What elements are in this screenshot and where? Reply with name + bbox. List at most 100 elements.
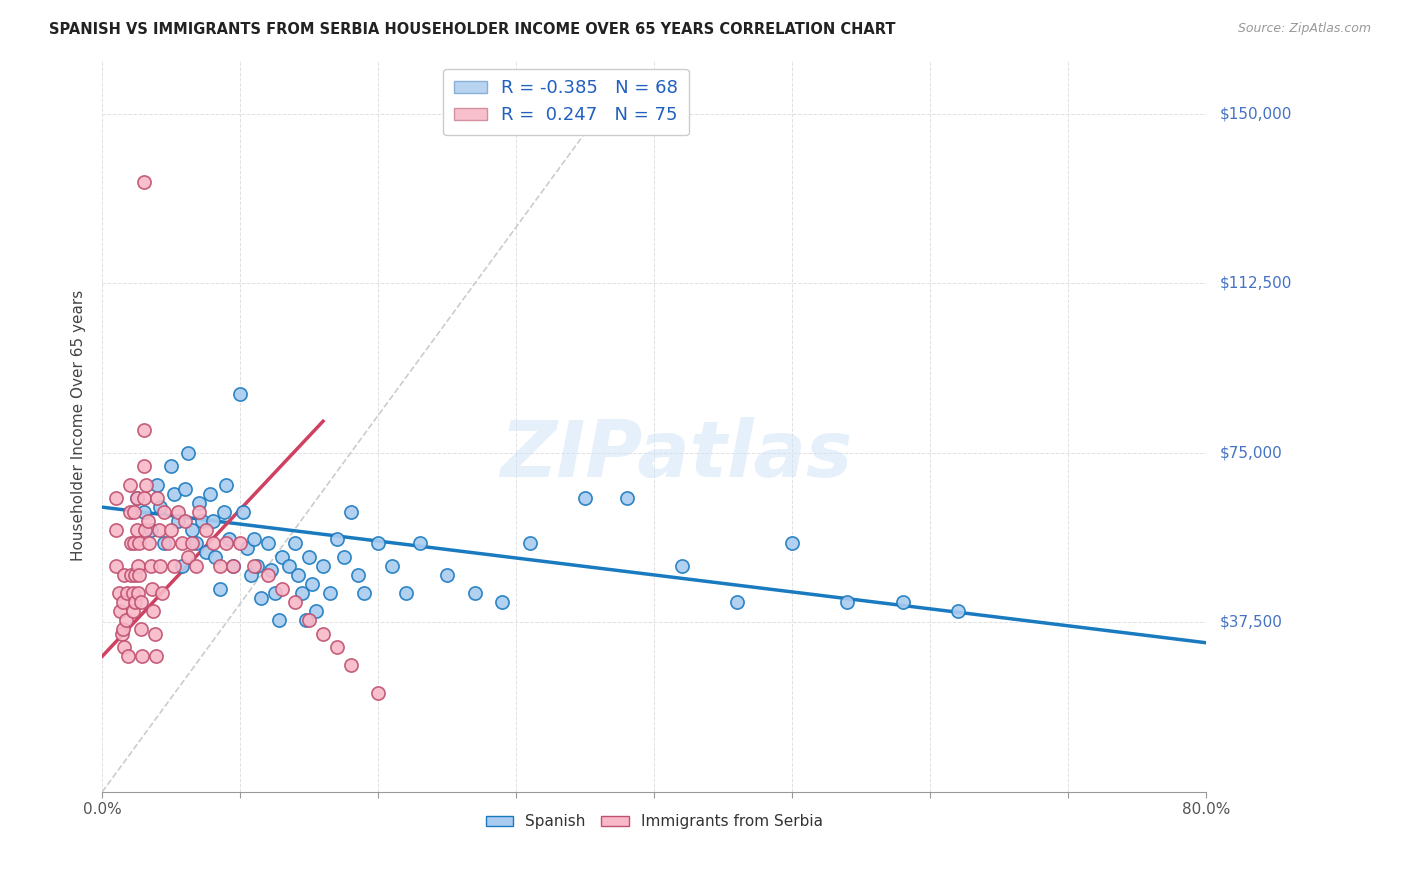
Point — [270, 582, 292, 596]
Point — [132, 491, 155, 505]
Point — [346, 568, 368, 582]
Point — [146, 477, 169, 491]
Point — [107, 586, 129, 600]
Point — [464, 586, 486, 600]
Point — [167, 514, 190, 528]
Point — [204, 549, 226, 564]
Point — [153, 505, 176, 519]
Point — [153, 536, 176, 550]
Point — [148, 523, 170, 537]
Point — [298, 613, 321, 627]
Point — [284, 536, 307, 550]
Point — [395, 586, 418, 600]
Point — [111, 622, 134, 636]
Point — [132, 175, 155, 189]
Point — [128, 568, 150, 582]
Point — [381, 558, 404, 573]
Point — [256, 536, 278, 550]
Point — [124, 568, 146, 582]
Point — [114, 613, 136, 627]
Point — [263, 586, 285, 600]
Point — [160, 523, 183, 537]
Point — [105, 558, 128, 573]
Point — [138, 536, 160, 550]
Point — [132, 505, 155, 519]
Text: $75,000: $75,000 — [1220, 445, 1282, 460]
Point — [177, 549, 200, 564]
Point — [184, 536, 207, 550]
Point — [312, 626, 335, 640]
Point — [145, 649, 167, 664]
Point — [780, 536, 803, 550]
Text: $37,500: $37,500 — [1220, 615, 1284, 630]
Point — [157, 536, 180, 550]
Point — [353, 586, 375, 600]
Point — [139, 558, 162, 573]
Point — [125, 491, 148, 505]
Point — [127, 558, 149, 573]
Point — [132, 459, 155, 474]
Legend: Spanish, Immigrants from Serbia: Spanish, Immigrants from Serbia — [479, 808, 830, 836]
Point — [172, 558, 194, 573]
Point — [134, 523, 156, 537]
Point — [105, 523, 128, 537]
Point — [112, 568, 135, 582]
Point — [112, 640, 135, 655]
Point — [121, 586, 143, 600]
Point — [142, 604, 165, 618]
Point — [141, 582, 163, 596]
Point — [291, 586, 314, 600]
Point — [150, 586, 173, 600]
Point — [946, 604, 969, 618]
Point — [208, 582, 231, 596]
Point — [187, 495, 209, 509]
Point — [124, 595, 146, 609]
Point — [167, 505, 190, 519]
Point — [122, 505, 145, 519]
Point — [163, 558, 186, 573]
Point — [118, 505, 141, 519]
Point — [298, 549, 321, 564]
Point — [837, 595, 859, 609]
Text: $112,500: $112,500 — [1220, 276, 1292, 291]
Point — [135, 477, 157, 491]
Point — [108, 604, 131, 618]
Point — [172, 536, 194, 550]
Point — [129, 622, 152, 636]
Point — [243, 532, 266, 546]
Point — [256, 568, 278, 582]
Text: SPANISH VS IMMIGRANTS FROM SERBIA HOUSEHOLDER INCOME OVER 65 YEARS CORRELATION C: SPANISH VS IMMIGRANTS FROM SERBIA HOUSEH… — [49, 22, 896, 37]
Point — [332, 549, 354, 564]
Point — [236, 541, 259, 555]
Point — [136, 514, 159, 528]
Point — [149, 500, 172, 515]
Point — [198, 486, 221, 500]
Text: Source: ZipAtlas.com: Source: ZipAtlas.com — [1237, 22, 1371, 36]
Point — [229, 536, 252, 550]
Point — [312, 558, 335, 573]
Point — [174, 514, 197, 528]
Point — [122, 536, 145, 550]
Point — [139, 523, 162, 537]
Point — [725, 595, 748, 609]
Point — [246, 558, 269, 573]
Point — [125, 491, 148, 505]
Point — [105, 491, 128, 505]
Point — [326, 532, 349, 546]
Point — [267, 613, 290, 627]
Point — [174, 482, 197, 496]
Point — [181, 523, 204, 537]
Point — [110, 626, 132, 640]
Point — [128, 536, 150, 550]
Point — [118, 477, 141, 491]
Point — [215, 477, 238, 491]
Point — [125, 523, 148, 537]
Point — [519, 536, 541, 550]
Point — [208, 558, 231, 573]
Point — [295, 613, 318, 627]
Text: ZIPatlas: ZIPatlas — [501, 417, 852, 493]
Point — [319, 586, 342, 600]
Point — [177, 446, 200, 460]
Point — [187, 505, 209, 519]
Point — [491, 595, 513, 609]
